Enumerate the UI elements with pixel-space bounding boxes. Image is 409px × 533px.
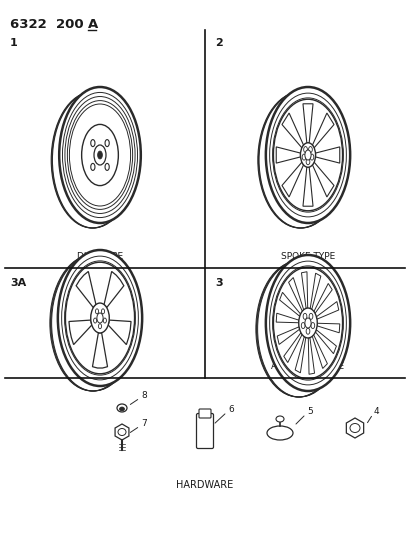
- Polygon shape: [302, 104, 312, 143]
- Polygon shape: [313, 284, 331, 313]
- Text: 6: 6: [227, 406, 233, 415]
- Ellipse shape: [266, 426, 292, 440]
- Polygon shape: [310, 273, 320, 309]
- Ellipse shape: [97, 151, 102, 159]
- Ellipse shape: [93, 318, 97, 323]
- Ellipse shape: [304, 150, 310, 160]
- Text: 2: 2: [214, 38, 222, 48]
- Polygon shape: [308, 337, 314, 374]
- FancyBboxPatch shape: [196, 414, 213, 448]
- Ellipse shape: [302, 313, 306, 319]
- Polygon shape: [283, 333, 301, 362]
- Ellipse shape: [300, 143, 315, 167]
- Ellipse shape: [304, 318, 310, 328]
- Text: 3A: 3A: [10, 278, 26, 288]
- Text: A: A: [88, 18, 98, 31]
- Ellipse shape: [301, 154, 305, 160]
- Polygon shape: [92, 333, 107, 368]
- Ellipse shape: [90, 140, 95, 147]
- Polygon shape: [104, 271, 124, 308]
- Ellipse shape: [298, 308, 317, 338]
- Ellipse shape: [101, 309, 104, 314]
- Ellipse shape: [308, 147, 312, 152]
- Ellipse shape: [349, 424, 359, 432]
- Polygon shape: [69, 320, 92, 345]
- Ellipse shape: [97, 313, 103, 323]
- Polygon shape: [276, 327, 299, 344]
- Text: 1: 1: [10, 38, 18, 48]
- Ellipse shape: [94, 145, 106, 165]
- Ellipse shape: [98, 324, 101, 329]
- Polygon shape: [316, 323, 339, 333]
- Text: SPOKE TYPE: SPOKE TYPE: [280, 252, 334, 261]
- Ellipse shape: [117, 404, 127, 412]
- Text: 6322  200: 6322 200: [10, 18, 83, 31]
- Ellipse shape: [310, 322, 314, 328]
- Ellipse shape: [103, 318, 106, 323]
- Text: 3: 3: [214, 278, 222, 288]
- Ellipse shape: [309, 154, 313, 160]
- Text: 8: 8: [141, 392, 146, 400]
- Ellipse shape: [105, 140, 109, 147]
- Polygon shape: [276, 313, 298, 323]
- Polygon shape: [281, 162, 303, 197]
- Text: ALUMINUM TYPE: ALUMINUM TYPE: [271, 362, 344, 371]
- Ellipse shape: [303, 147, 307, 152]
- Ellipse shape: [306, 159, 309, 165]
- Polygon shape: [316, 302, 338, 319]
- Text: DISC TYPE: DISC TYPE: [77, 252, 123, 261]
- Polygon shape: [301, 272, 307, 309]
- Polygon shape: [315, 330, 336, 354]
- Polygon shape: [288, 278, 303, 311]
- Ellipse shape: [58, 250, 142, 386]
- Ellipse shape: [118, 429, 126, 435]
- Polygon shape: [76, 271, 96, 308]
- Polygon shape: [312, 162, 333, 197]
- Polygon shape: [115, 424, 128, 440]
- Ellipse shape: [65, 262, 134, 374]
- Polygon shape: [281, 113, 303, 148]
- Ellipse shape: [90, 164, 95, 171]
- Ellipse shape: [119, 407, 124, 411]
- Ellipse shape: [273, 99, 342, 211]
- Polygon shape: [294, 337, 305, 373]
- Ellipse shape: [81, 124, 118, 185]
- FancyBboxPatch shape: [198, 409, 211, 418]
- Ellipse shape: [59, 87, 140, 223]
- Ellipse shape: [301, 322, 304, 328]
- Ellipse shape: [273, 267, 342, 379]
- Text: 5: 5: [306, 408, 312, 416]
- Polygon shape: [312, 113, 333, 148]
- Ellipse shape: [306, 328, 309, 334]
- Ellipse shape: [265, 255, 349, 391]
- Polygon shape: [279, 292, 300, 316]
- Ellipse shape: [105, 164, 109, 171]
- Polygon shape: [276, 147, 300, 163]
- Ellipse shape: [308, 313, 312, 319]
- Ellipse shape: [265, 87, 349, 223]
- Polygon shape: [302, 167, 312, 206]
- Polygon shape: [312, 335, 327, 368]
- Text: 4: 4: [373, 408, 379, 416]
- Polygon shape: [315, 147, 339, 163]
- Polygon shape: [346, 418, 363, 438]
- Ellipse shape: [90, 303, 109, 333]
- Text: 7: 7: [141, 419, 146, 429]
- Text: HARDWARE: HARDWARE: [176, 480, 233, 490]
- Ellipse shape: [275, 416, 283, 422]
- Ellipse shape: [95, 309, 98, 314]
- Polygon shape: [108, 320, 131, 345]
